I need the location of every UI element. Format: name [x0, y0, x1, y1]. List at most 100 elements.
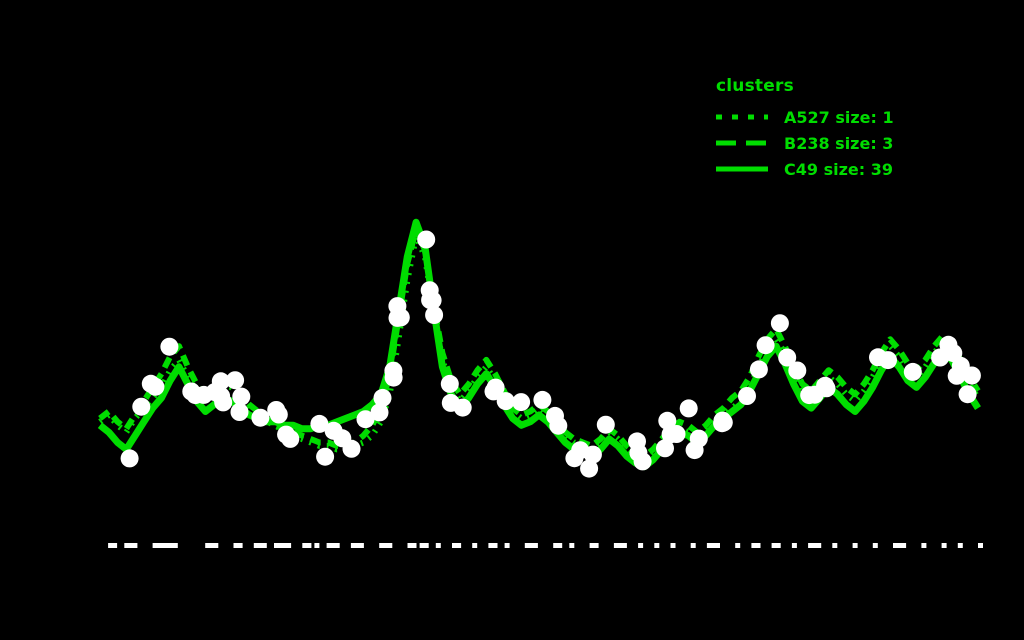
- rug-tick: [282, 543, 288, 548]
- series-line-b238: [98, 226, 981, 460]
- rug-tick: [124, 543, 130, 548]
- rug-tick: [921, 543, 927, 548]
- rug-tick: [456, 543, 462, 548]
- data-point-marker: [356, 410, 375, 429]
- rug-tick: [257, 543, 263, 548]
- data-point-marker: [800, 386, 819, 405]
- data-point-marker: [788, 361, 807, 380]
- rug-tick: [553, 543, 559, 548]
- data-point-marker: [903, 362, 922, 381]
- data-point-marker: [373, 388, 392, 407]
- data-point-marker: [770, 314, 789, 333]
- data-point-marker: [441, 393, 460, 412]
- rug-tick: [330, 543, 336, 548]
- data-point-marker: [549, 416, 568, 435]
- legend-item-b238[interactable]: B238 size: 3: [712, 130, 932, 156]
- rug-tick: [168, 543, 174, 548]
- rug-layer: [108, 543, 983, 548]
- data-point-marker: [496, 392, 515, 411]
- rug-tick: [152, 543, 158, 548]
- rug-tick: [112, 543, 118, 548]
- rug-tick: [160, 543, 166, 548]
- rug-tick: [286, 543, 292, 548]
- data-point-marker: [421, 291, 440, 309]
- data-point-marker: [580, 459, 599, 478]
- rug-tick: [957, 543, 963, 548]
- data-point-marker: [232, 387, 251, 406]
- rug-tick: [816, 543, 822, 548]
- rug-tick: [589, 543, 595, 548]
- rug-tick: [593, 543, 599, 548]
- rug-tick: [253, 543, 259, 548]
- data-point-marker: [565, 449, 584, 468]
- rug-tick: [751, 543, 757, 548]
- legend-title: clusters: [716, 76, 794, 96]
- data-point-marker: [713, 411, 732, 430]
- data-point-marker: [141, 374, 160, 393]
- data-point-marker: [661, 425, 680, 444]
- rug-tick: [278, 543, 283, 548]
- rug-tick: [808, 543, 814, 548]
- rug-tick: [715, 543, 720, 548]
- rug-tick: [488, 543, 494, 548]
- data-point-marker: [756, 336, 775, 355]
- legend-label-c49: C49 size: 39: [784, 159, 893, 179]
- data-point-marker: [370, 403, 389, 422]
- data-point-marker: [738, 387, 756, 405]
- rug-tick: [387, 543, 393, 548]
- rug-tick: [532, 543, 538, 548]
- rug-tick: [233, 543, 239, 548]
- legend-key-solid-icon: [712, 156, 774, 182]
- rug-tick: [237, 543, 243, 548]
- data-point-marker: [817, 379, 836, 398]
- rug-tick: [621, 543, 627, 548]
- rug-tick: [812, 543, 818, 548]
- data-point-marker: [947, 366, 966, 385]
- rug-tick: [213, 543, 219, 548]
- rug-tick: [852, 543, 858, 548]
- rug-tick: [504, 543, 510, 548]
- rug-tick: [306, 543, 312, 548]
- rug-tick: [654, 543, 660, 548]
- rug-tick: [419, 543, 425, 548]
- rug-tick: [164, 543, 170, 548]
- marker-layer: [120, 230, 981, 478]
- data-point-marker: [267, 401, 286, 419]
- legend-key-dashed-icon: [712, 130, 774, 156]
- data-point-marker: [512, 393, 531, 412]
- data-point-marker: [226, 371, 245, 390]
- data-point-marker: [160, 337, 179, 356]
- rug-tick: [274, 543, 279, 548]
- data-point-marker: [679, 399, 698, 418]
- rug-tick: [350, 543, 356, 548]
- rug-tick: [569, 543, 575, 548]
- series-line-a527: [98, 233, 981, 463]
- rug-tick: [706, 543, 712, 548]
- rug-tick: [670, 543, 676, 548]
- legend-item-a527[interactable]: A527 size: 1: [712, 104, 932, 130]
- data-point-marker: [596, 415, 615, 434]
- rug-tick: [690, 543, 696, 548]
- rug-tick: [775, 543, 781, 548]
- data-point-marker: [417, 230, 436, 249]
- legend-item-c49[interactable]: C49 size: 39: [712, 156, 932, 182]
- legend-key-dotted-icon: [712, 104, 774, 130]
- data-point-marker: [182, 382, 201, 401]
- rug-tick: [205, 543, 211, 548]
- rug-tick: [314, 543, 320, 548]
- legend: clusters A527 size: 1 B238 size: 3: [712, 76, 932, 194]
- data-point-marker: [316, 447, 335, 466]
- rug-tick: [832, 543, 838, 548]
- rug-tick: [423, 543, 429, 548]
- data-point-marker: [658, 411, 677, 430]
- rug-tick: [638, 543, 644, 548]
- data-point-marker: [132, 397, 151, 416]
- rug-tick: [435, 543, 441, 548]
- rug-tick: [261, 543, 267, 548]
- rug-tick: [901, 543, 907, 548]
- rug-tick: [472, 543, 478, 548]
- rug-tick: [358, 543, 364, 548]
- legend-label-b238: B238 size: 3: [784, 133, 894, 153]
- rug-tick: [492, 543, 498, 548]
